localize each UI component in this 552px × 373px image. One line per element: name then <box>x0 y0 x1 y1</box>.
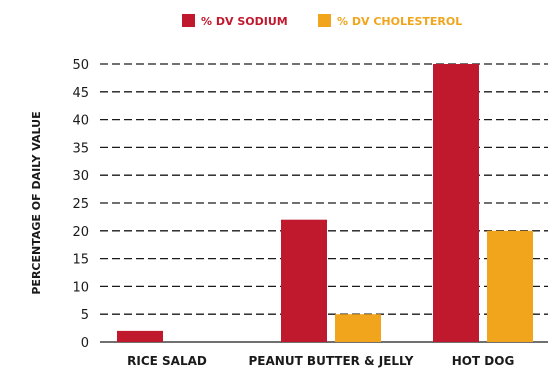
legend-label: % DV SODIUM <box>201 15 288 28</box>
y-tick-labels: 0 5 10 15 20 25 30 35 40 45 50 <box>72 58 89 351</box>
legend-label: % DV CHOLESTEROL <box>337 15 462 28</box>
category-label: RICE SALAD <box>127 354 207 368</box>
y-tick-label: 30 <box>72 169 89 184</box>
bar-sodium <box>433 64 479 342</box>
bar-cholesterol <box>487 230 533 342</box>
y-tick-label: 40 <box>72 114 89 129</box>
legend-swatch <box>182 14 195 27</box>
y-tick-label: 20 <box>72 225 89 240</box>
bar-cholesterol <box>335 314 381 342</box>
category-labels: RICE SALAD PEANUT BUTTER & JELLY HOT DOG <box>127 354 514 368</box>
bars <box>117 64 533 342</box>
y-tick-label: 45 <box>72 86 89 101</box>
category-label: HOT DOG <box>452 354 515 368</box>
category-label: PEANUT BUTTER & JELLY <box>249 354 414 368</box>
y-axis-title: PERCENTAGE OF DAILY VALUE <box>30 111 43 294</box>
legend: % DV SODIUM % DV CHOLESTEROL <box>182 14 462 28</box>
bar-sodium <box>281 219 327 342</box>
legend-swatch <box>318 14 331 27</box>
y-tick-label: 0 <box>81 336 89 351</box>
y-tick-label: 25 <box>72 197 89 212</box>
y-tick-label: 10 <box>72 280 89 295</box>
bar-sodium <box>117 330 163 342</box>
y-tick-label: 15 <box>72 253 89 268</box>
y-tick-label: 50 <box>72 58 89 73</box>
y-tick-label: 5 <box>81 308 89 323</box>
y-tick-label: 35 <box>72 141 89 156</box>
